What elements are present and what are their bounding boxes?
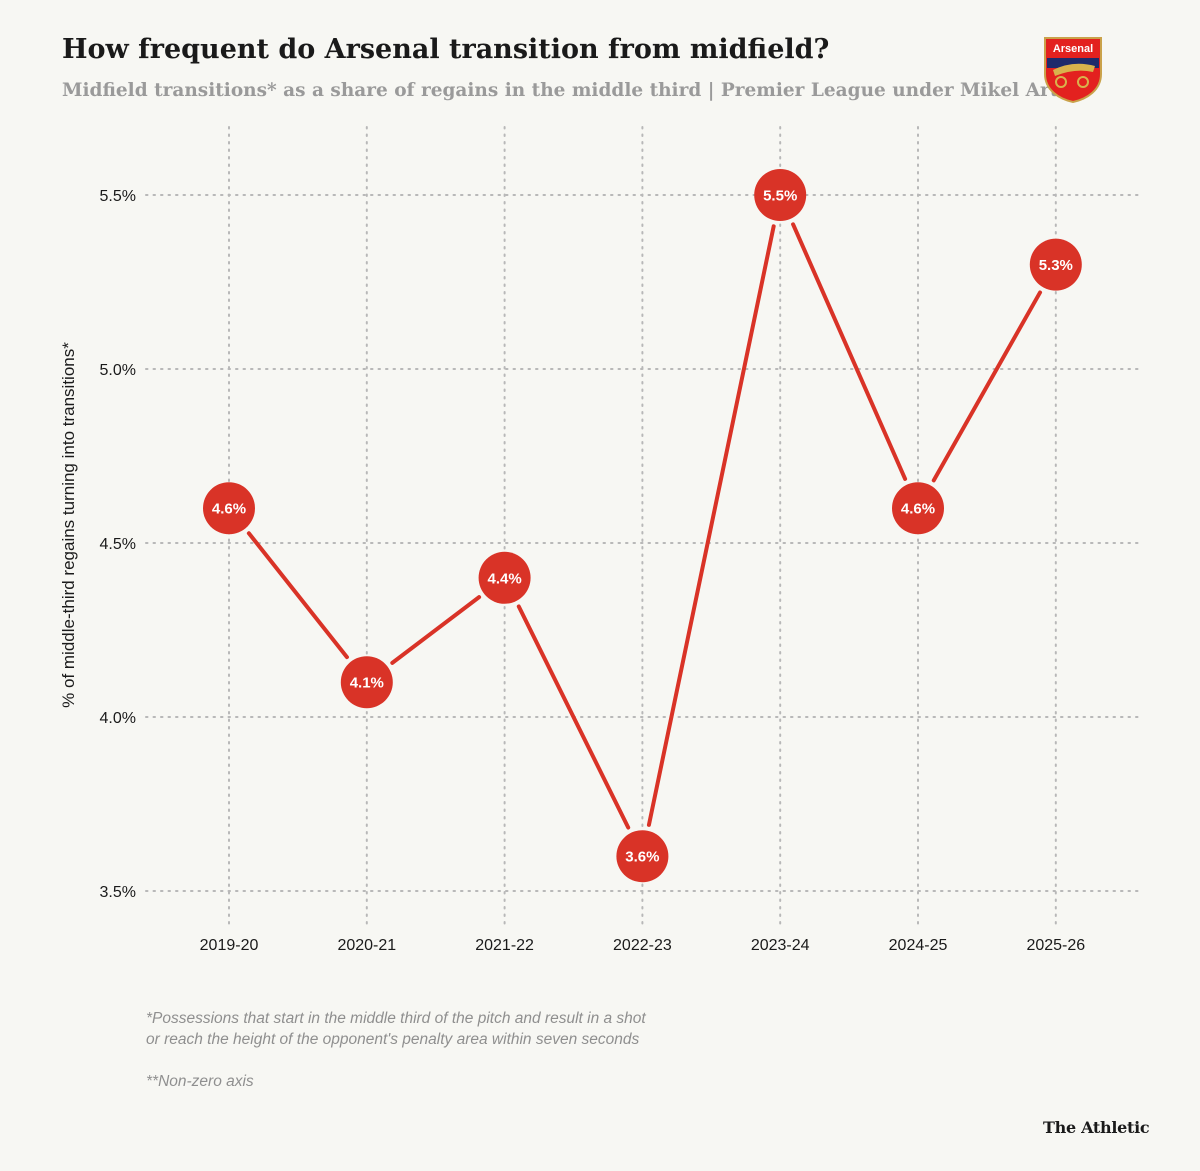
y-tick-label: 3.5% bbox=[100, 884, 136, 901]
data-point bbox=[203, 482, 255, 535]
x-tick-label: 2022-23 bbox=[613, 937, 672, 954]
data-point bbox=[616, 830, 669, 883]
chart-subtitle: Midfield transitions* as a share of rega… bbox=[62, 80, 1091, 101]
x-tick-label: 2020-21 bbox=[337, 937, 396, 954]
footnote-line-2: or reach the height of the opponent's pe… bbox=[146, 1031, 640, 1048]
data-label: 4.1% bbox=[350, 675, 384, 692]
data-label: 4.6% bbox=[212, 501, 246, 518]
data-label: 3.6% bbox=[625, 849, 659, 866]
footnote-line-1: *Possessions that start in the middle th… bbox=[146, 1010, 646, 1027]
x-tick-label: 2025-26 bbox=[1026, 937, 1085, 954]
data-point bbox=[340, 656, 393, 709]
x-tick-label: 2024-25 bbox=[889, 937, 948, 954]
data-point bbox=[1029, 238, 1082, 291]
logo-wordmark: Arsenal bbox=[1053, 43, 1093, 55]
arsenal-crest-icon: Arsenal bbox=[1041, 36, 1105, 104]
y-tick-label: 4.0% bbox=[100, 710, 136, 727]
data-label: 4.4% bbox=[487, 570, 521, 587]
series-line-segment bbox=[646, 224, 776, 827]
data-label: 5.3% bbox=[1039, 257, 1073, 274]
chart-title: How frequent do Arsenal transition from … bbox=[62, 34, 830, 65]
footnote-axis-note: **Non-zero axis bbox=[146, 1073, 254, 1090]
series-line-segment bbox=[791, 222, 908, 481]
series-line-segment bbox=[931, 290, 1043, 483]
data-label: 4.6% bbox=[901, 501, 935, 518]
y-tick-label: 5.5% bbox=[100, 188, 136, 205]
x-tick-label: 2023-24 bbox=[751, 937, 810, 954]
series-line-segment bbox=[516, 604, 631, 830]
series-line-segment bbox=[390, 595, 482, 665]
y-tick-label: 4.5% bbox=[100, 536, 136, 553]
data-point bbox=[478, 551, 531, 604]
footnote-definition: *Possessions that start in the middle th… bbox=[146, 1008, 766, 1050]
y-tick-label: 5.0% bbox=[100, 362, 136, 379]
x-tick-label: 2021-22 bbox=[475, 937, 534, 954]
x-tick-label: 2019-20 bbox=[200, 937, 259, 954]
publisher-logo: The Athletic bbox=[1043, 1118, 1150, 1137]
data-label: 5.5% bbox=[763, 188, 797, 205]
data-point bbox=[892, 482, 944, 535]
series-line-segment bbox=[246, 531, 349, 660]
data-point bbox=[754, 169, 807, 221]
